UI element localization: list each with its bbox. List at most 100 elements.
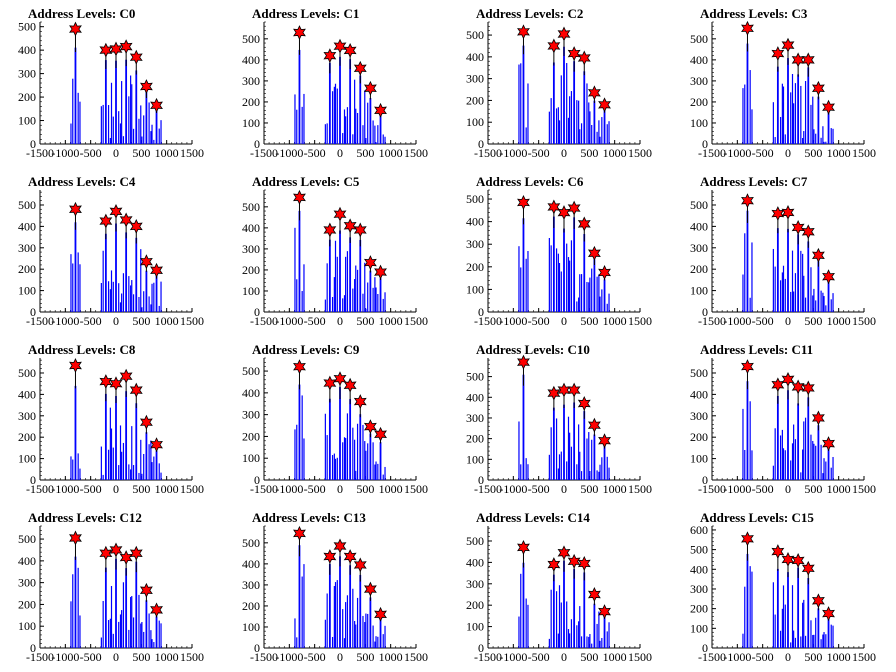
histogram-bar [598,274,600,312]
y-tick-label: 300 [242,408,260,422]
histogram-bar [354,621,356,648]
histogram-bar [580,123,583,144]
histogram-bar [606,303,608,312]
peak-marker [363,419,377,435]
x-tick-label: 0 [337,314,343,328]
histogram-bar [298,210,301,312]
x-tick-label: 1500 [852,314,876,328]
histogram-bar [79,468,81,480]
histogram-bar [118,283,120,312]
x-tick-label: -1000 [499,314,527,328]
histogram-bar [346,107,349,144]
x-tick-label: 1000 [827,650,851,664]
histogram-bar [578,297,580,312]
histogram-bar [813,129,815,144]
x-tick-label: -1500 [26,482,54,496]
peak-marker [323,549,337,564]
histogram-bar [364,90,366,144]
histogram-bar [520,63,522,144]
y-tick-label: 400 [18,43,36,57]
peak-marker [822,436,835,452]
histogram-bar [591,643,593,648]
histogram-bar [812,440,814,480]
histogram-bar [772,582,774,648]
y-tick-label: 500 [466,370,484,384]
histogram-bar [830,467,832,480]
histogram-bar [365,450,367,480]
histogram-bar [774,137,776,144]
chart-title: Address Levels: C9 [252,342,360,357]
histogram-bar [339,556,341,648]
histogram-bar [374,125,376,144]
histogram-bar [591,124,593,144]
peak-marker [293,359,306,375]
histogram-bar [352,427,354,480]
histogram-bar [141,136,143,144]
histogram-bar [825,634,827,648]
histogram-bar [586,438,588,480]
peak-marker [822,606,835,621]
histogram-bar [606,124,608,144]
peak-marker [363,80,377,96]
peak-marker [791,379,805,395]
x-tick-label: 500 [580,482,598,496]
chart-title: Address Levels: C8 [28,342,136,357]
histogram-bar [588,102,590,144]
peak-marker [109,376,123,392]
y-tick-label: 0 [30,137,36,151]
x-tick-label: -1500 [474,650,502,664]
y-tick-label: 500 [18,20,36,34]
histogram-bar [589,471,591,480]
x-tick-label: 500 [356,314,374,328]
histogram-bar [303,564,305,648]
histogram-bar [107,620,110,648]
histogram-bar [374,641,376,648]
histogram-bar [815,617,817,648]
histogram-bar [589,634,591,648]
x-tick-label: 500 [356,146,374,160]
peak-marker [150,602,163,618]
y-tick-label: 200 [18,430,36,444]
x-tick-label: 1500 [852,146,876,160]
peak-marker [69,21,82,37]
histogram-bar [744,233,746,312]
x-tick-label: 1000 [155,650,179,664]
y-tick-label: 300 [242,578,260,592]
histogram-bar [802,449,804,480]
x-tick-label: -1500 [26,650,54,664]
peak-marker [771,377,785,393]
peak-marker [587,245,601,261]
y-tick-label: 300 [242,242,260,256]
histogram-bar [781,83,783,144]
histogram-bar [343,295,346,312]
histogram-bar [744,84,746,144]
x-tick-label: 500 [356,650,374,664]
histogram-bar [749,70,751,144]
histogram-bar [365,613,367,648]
histogram-bar [823,458,825,480]
peak-marker [353,222,367,238]
histogram-bar [588,432,590,480]
histogram-bar [560,271,562,312]
y-tick-label: 0 [478,473,484,487]
histogram-bar [772,465,774,480]
histogram-bar [352,288,354,312]
histogram-bar [797,74,800,144]
histogram-bar [102,600,104,648]
x-tick-label: -1500 [250,482,278,496]
histogram-bar [803,599,805,648]
histogram-bar [303,93,305,144]
histogram-bar [800,250,802,312]
histogram-bar [151,639,153,648]
y-tick-label: 0 [478,305,484,319]
x-tick-label: -1500 [250,146,278,160]
histogram-bar [121,451,123,480]
histogram-bar [580,274,583,312]
histogram-bar [807,578,810,648]
x-tick-label: 1000 [379,482,403,496]
histogram-bar [102,250,104,312]
histogram-bar [382,634,384,648]
y-tick-label: 100 [690,116,708,130]
histogram-bar [362,424,364,480]
histogram-bar [579,451,581,480]
